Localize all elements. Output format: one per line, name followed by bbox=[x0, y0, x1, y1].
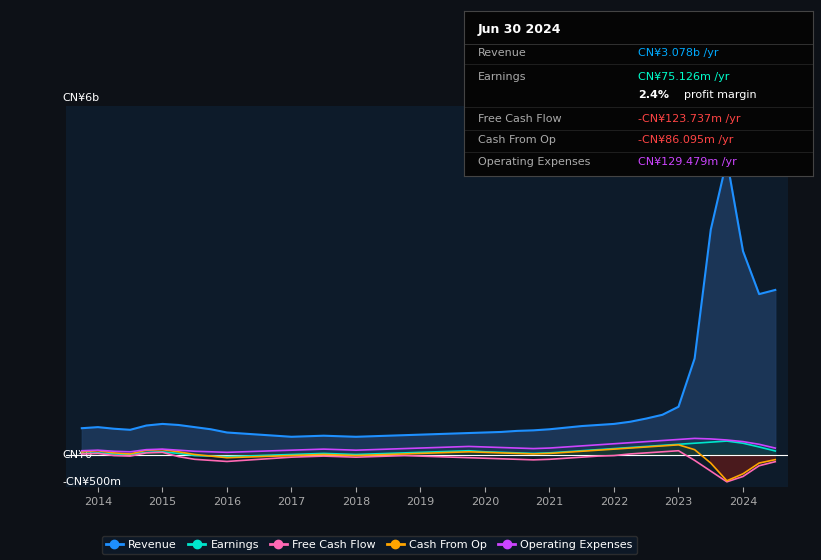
Text: Jun 30 2024: Jun 30 2024 bbox=[478, 23, 562, 36]
Text: Cash From Op: Cash From Op bbox=[478, 135, 556, 145]
Text: profit margin: profit margin bbox=[684, 91, 756, 100]
Text: -CN¥500m: -CN¥500m bbox=[62, 477, 121, 487]
Text: Free Cash Flow: Free Cash Flow bbox=[478, 114, 562, 124]
Text: Earnings: Earnings bbox=[478, 72, 526, 82]
Text: -CN¥86.095m /yr: -CN¥86.095m /yr bbox=[639, 135, 734, 145]
Legend: Revenue, Earnings, Free Cash Flow, Cash From Op, Operating Expenses: Revenue, Earnings, Free Cash Flow, Cash … bbox=[102, 535, 637, 554]
Text: CN¥3.078b /yr: CN¥3.078b /yr bbox=[639, 48, 719, 58]
Text: -CN¥123.737m /yr: -CN¥123.737m /yr bbox=[639, 114, 741, 124]
Text: Operating Expenses: Operating Expenses bbox=[478, 157, 590, 166]
Text: CN¥75.126m /yr: CN¥75.126m /yr bbox=[639, 72, 730, 82]
Text: 2.4%: 2.4% bbox=[639, 91, 669, 100]
Text: CN¥129.479m /yr: CN¥129.479m /yr bbox=[639, 157, 737, 166]
Text: Revenue: Revenue bbox=[478, 48, 526, 58]
Text: CN¥0: CN¥0 bbox=[62, 450, 92, 460]
Text: CN¥6b: CN¥6b bbox=[62, 92, 99, 102]
